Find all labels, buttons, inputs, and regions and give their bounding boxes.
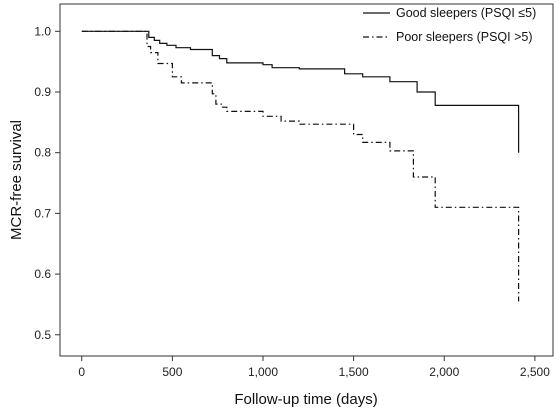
- series-line-0: [81, 30, 520, 153]
- x-axis: 0 500 1,000 1,500 2,000 2,500: [78, 356, 550, 379]
- legend-label-0: Good sleepers (PSQI ≤5): [396, 6, 536, 20]
- plot-frame: [59, 3, 554, 357]
- y-tick-label: 1.0: [34, 24, 51, 38]
- x-tick-label: 1,500: [339, 365, 369, 379]
- legend-label-1: Poor sleepers (PSQI >5): [396, 30, 533, 44]
- series-group: [81, 30, 520, 302]
- x-tick-label: 500: [162, 365, 182, 379]
- x-tick-label: 1,000: [248, 365, 278, 379]
- series-line-1: [81, 30, 520, 302]
- y-tick-label: 0.6: [34, 267, 51, 281]
- x-tick-label: 2,000: [429, 365, 459, 379]
- x-tick-label: 0: [78, 365, 85, 379]
- x-axis-title: Follow-up time (days): [234, 391, 377, 408]
- legend: Good sleepers (PSQI ≤5) Poor sleepers (PS…: [363, 6, 536, 44]
- y-tick-label: 0.9: [34, 85, 51, 99]
- y-axis: 0.5 0.6 0.7 0.8 0.9 1.0: [34, 24, 60, 342]
- y-tick-label: 0.8: [34, 146, 51, 160]
- y-axis-title: MCR-free survival: [8, 120, 25, 240]
- y-tick-label: 0.5: [34, 328, 51, 342]
- x-tick-label: 2,500: [520, 365, 550, 379]
- y-tick-label: 0.7: [34, 206, 51, 220]
